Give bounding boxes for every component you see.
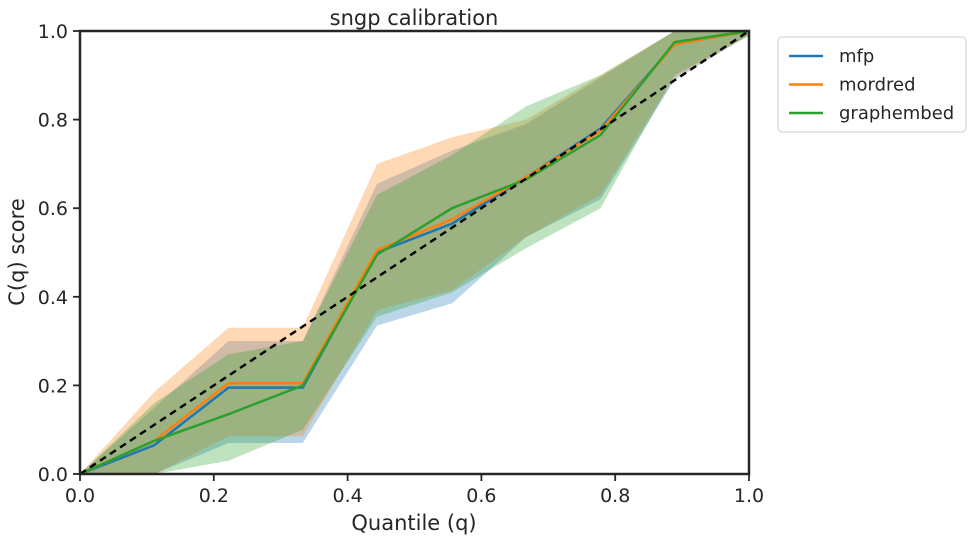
x-tick-label: 1.0 xyxy=(734,485,764,507)
legend-box xyxy=(777,36,967,133)
x-tick-label: 0.8 xyxy=(600,485,630,507)
y-tick-label: 0.8 xyxy=(38,110,68,132)
x-tick-label: 0.2 xyxy=(199,485,229,507)
plot-area xyxy=(78,29,751,476)
legend: mfp mordred graphembed xyxy=(777,36,967,133)
series-line-graphembed xyxy=(79,29,750,476)
chart-title: sngp calibration xyxy=(330,6,499,30)
y-tick-label: 1.0 xyxy=(38,21,68,43)
legend-label-mordred: mordred xyxy=(839,75,916,96)
y-axis-label: C(q) score xyxy=(5,198,29,305)
y-tick-label: 0.2 xyxy=(38,375,68,397)
x-tick-label: 0.0 xyxy=(65,485,95,507)
x-axis-ticks: 0.0 0.2 0.4 0.6 0.8 1.0 xyxy=(65,474,764,507)
y-tick-label: 0.0 xyxy=(38,464,68,486)
legend-label-graphembed: graphembed xyxy=(839,103,954,124)
y-axis-ticks: 0.0 0.2 0.4 0.6 0.8 1.0 xyxy=(38,21,80,486)
legend-label-mfp: mfp xyxy=(839,46,874,67)
x-axis-label: Quantile (q) xyxy=(351,511,476,535)
axes-frame xyxy=(78,29,751,476)
x-tick-label: 0.4 xyxy=(332,485,362,507)
y-tick-label: 0.4 xyxy=(38,287,68,309)
y-tick-label: 0.6 xyxy=(38,198,68,220)
reference-diagonal-line xyxy=(79,29,750,476)
x-tick-label: 0.6 xyxy=(466,485,496,507)
series-lines xyxy=(79,29,750,476)
